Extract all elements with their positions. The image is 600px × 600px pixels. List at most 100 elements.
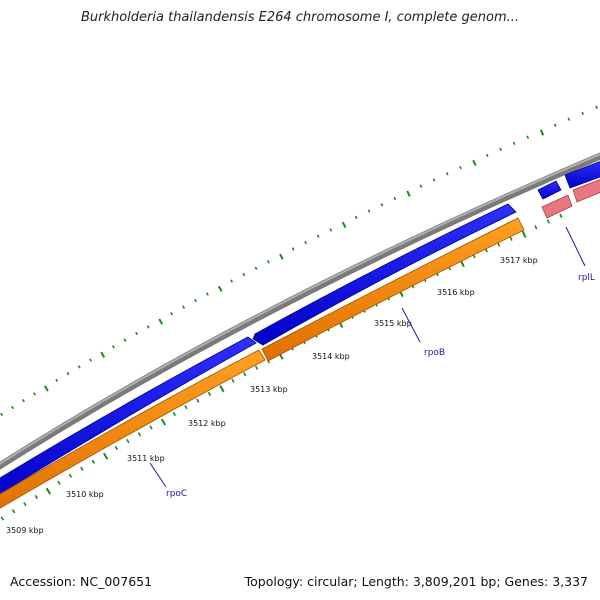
rpoC-leader-line	[149, 462, 167, 488]
tick-mark	[158, 318, 164, 325]
tick-mark	[329, 228, 333, 232]
tick-mark	[172, 411, 177, 417]
tick-mark	[459, 165, 462, 170]
tick-mark	[137, 432, 142, 437]
tick-mark	[149, 425, 153, 430]
tick-mark	[196, 398, 200, 403]
tick-mark	[126, 438, 130, 444]
scale-labels: 3509 kbp 3510 kbp 3511 kbp 3512 kbp 3513…	[6, 256, 538, 535]
gene-small-forward-1	[537, 180, 562, 200]
scale-tick-label: 3517 kbp	[500, 256, 538, 265]
tick-mark	[567, 117, 571, 121]
tick-mark	[539, 129, 545, 136]
inner-tick-marks	[0, 213, 563, 521]
tick-mark	[33, 392, 36, 396]
gene-rpoC-forward	[0, 336, 257, 495]
scale-tick-label: 3512 kbp	[188, 419, 226, 428]
tick-mark	[68, 473, 73, 478]
tick-mark	[217, 285, 223, 292]
tick-mark	[11, 405, 14, 410]
map-title: Burkholderia thailandensis E264 chromoso…	[80, 10, 520, 25]
tick-mark	[0, 412, 4, 417]
tick-mark	[123, 338, 127, 342]
reverse-strand-track	[0, 179, 600, 509]
scale-tick-label: 3510 kbp	[66, 490, 104, 499]
tick-mark	[553, 123, 557, 127]
tick-mark	[304, 240, 307, 245]
tick-mark	[182, 305, 185, 309]
tick-mark	[526, 135, 530, 139]
tick-mark	[160, 418, 167, 426]
tick-mark	[266, 260, 270, 264]
scale-tick-label: 3515 kbp	[374, 319, 412, 328]
tick-mark	[242, 272, 246, 277]
gene-reverse-2	[261, 217, 525, 362]
forward-strand-track	[0, 161, 600, 495]
backbone-track	[0, 152, 600, 470]
scale-tick-label: 3514 kbp	[312, 352, 350, 361]
tick-mark	[419, 184, 423, 188]
scale-tick-label: 3516 kbp	[437, 288, 475, 297]
tick-mark	[291, 247, 295, 251]
tick-mark	[354, 215, 358, 219]
tick-mark	[66, 371, 70, 376]
scale-tick-label: 3509 kbp	[6, 526, 44, 535]
tick-mark	[445, 172, 449, 176]
tick-mark	[509, 236, 513, 241]
gene-label-rpoC: rpoC	[166, 489, 187, 499]
tick-mark	[57, 480, 61, 485]
tick-mark	[316, 234, 320, 238]
tick-mark	[55, 378, 59, 383]
tick-mark	[43, 385, 49, 392]
tick-mark	[34, 494, 39, 500]
tick-mark	[219, 385, 225, 393]
gene-label-rpoB: rpoB	[424, 348, 445, 358]
tick-mark	[393, 196, 397, 201]
tick-mark	[11, 509, 16, 514]
tick-mark	[279, 253, 284, 260]
tick-mark	[194, 298, 197, 303]
genome-summary-text: Topology: circular; Length: 3,809,201 bp…	[244, 574, 588, 589]
accession-text: Accession: NC_007651	[10, 574, 153, 589]
tick-mark	[111, 345, 115, 349]
tick-mark	[472, 159, 477, 167]
tick-mark	[546, 219, 550, 224]
tick-mark	[231, 378, 235, 383]
scale-tick-label: 3513 kbp	[250, 385, 288, 394]
tick-mark	[243, 372, 247, 377]
tick-mark	[485, 153, 489, 158]
tick-mark	[380, 203, 384, 207]
gene-reverse-1	[0, 349, 266, 509]
tick-mark	[23, 501, 27, 507]
tick-mark	[170, 311, 174, 316]
tick-mark	[512, 141, 516, 145]
tick-mark	[0, 516, 5, 521]
gene-small-forward-2	[564, 161, 600, 189]
scale-tick-label: 3511 kbp	[127, 454, 165, 463]
tick-mark	[80, 466, 84, 471]
tick-mark	[114, 445, 119, 451]
outer-tick-marks	[0, 105, 598, 417]
tick-mark	[89, 358, 93, 362]
tick-mark	[499, 147, 503, 152]
tick-mark	[521, 230, 527, 238]
gene-labels: rpoC rpoB rplL	[166, 273, 595, 499]
tick-mark	[559, 213, 563, 218]
rplL-leader-line	[565, 226, 586, 267]
gene-rpoB-forward	[252, 203, 517, 346]
tick-mark	[595, 105, 598, 110]
tick-mark	[45, 487, 52, 495]
tick-mark	[432, 178, 436, 182]
tick-mark	[406, 190, 411, 197]
tick-mark	[207, 391, 212, 397]
gene-rna-2	[572, 179, 600, 203]
rpoB-leader-line	[401, 307, 421, 343]
tick-mark	[22, 399, 25, 403]
tick-mark	[146, 325, 150, 329]
tick-mark	[77, 365, 81, 369]
tick-mark	[497, 242, 501, 247]
tick-mark	[91, 459, 96, 464]
gene-rna-1	[541, 194, 573, 219]
tick-mark	[206, 292, 209, 296]
